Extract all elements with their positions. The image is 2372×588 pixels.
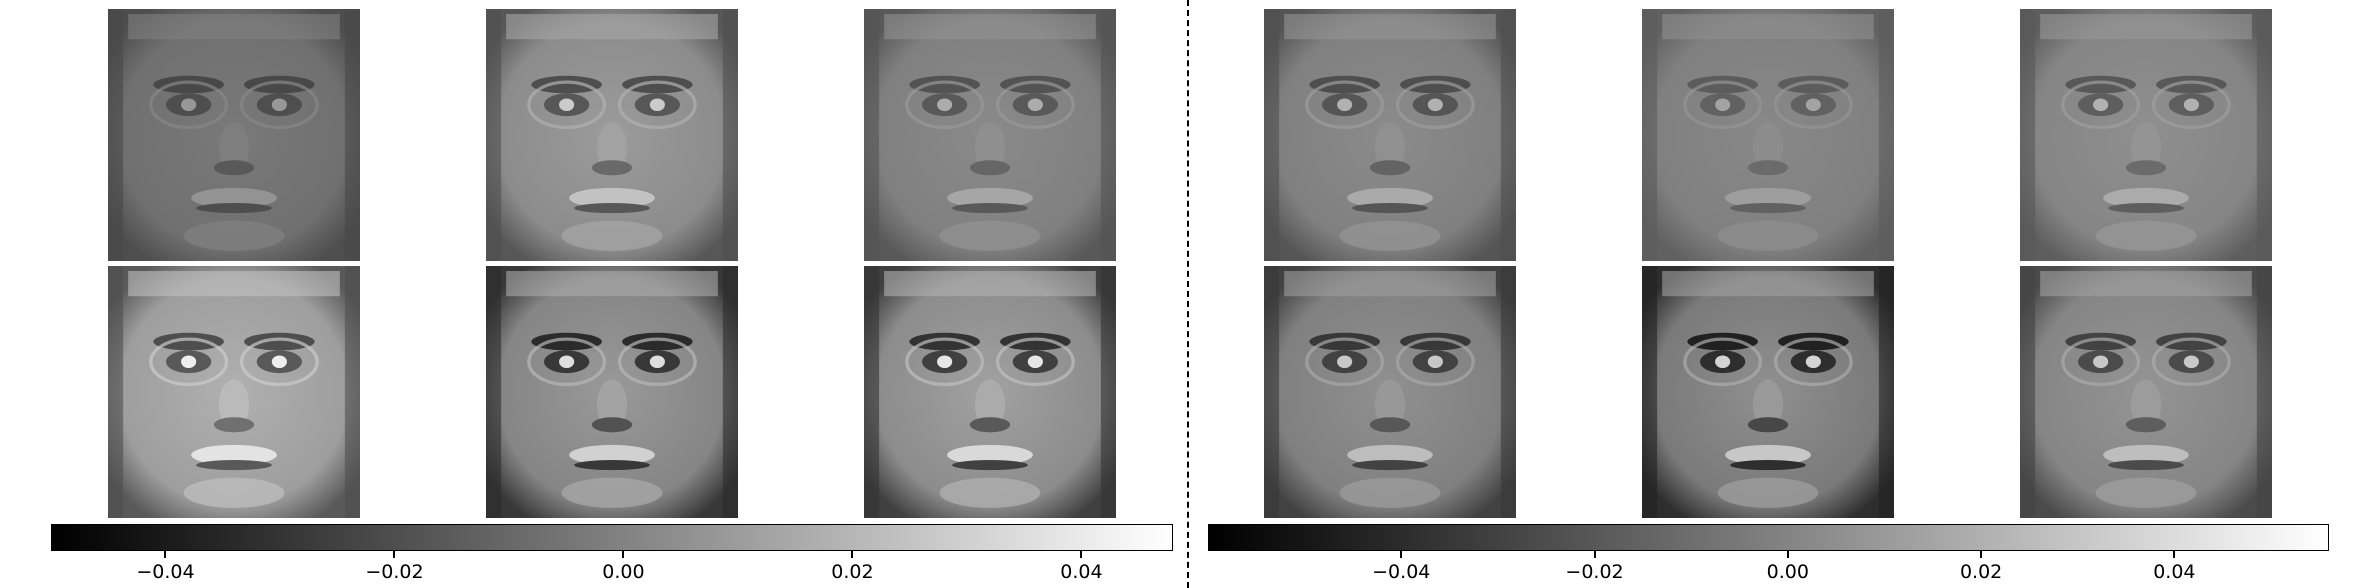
- left-eigenface-panel: −0.04 −0.02 0.00 0.02 0.04: [51, 9, 1173, 583]
- colorbar-tick: [1786, 551, 1789, 558]
- face-drawing: [1264, 266, 1516, 518]
- colorbar-tick: [1080, 551, 1083, 558]
- colorbar-tick-label: 0.00: [602, 561, 645, 583]
- face-drawing: [1642, 9, 1894, 261]
- face-drawing: [2020, 266, 2272, 518]
- eigenface-image: [1642, 9, 1894, 261]
- eigenface-image: [1264, 266, 1516, 518]
- eigenface-image: [864, 266, 1116, 518]
- eigenface-image: [486, 9, 738, 261]
- colorbar-tick: [2173, 551, 2176, 558]
- eigenface-image: [1264, 9, 1516, 261]
- eigenface-image: [1642, 266, 1894, 518]
- eigenface-image: [2020, 9, 2272, 261]
- colorbar-tick-label: 0.00: [1766, 561, 1809, 583]
- colorbar-tick: [622, 551, 625, 558]
- colorbar-tick-label: 0.02: [831, 561, 874, 583]
- face-drawing: [1264, 9, 1516, 261]
- colorbar-tick: [1400, 551, 1403, 558]
- colorbar: [51, 524, 1173, 551]
- panel-divider: [1187, 0, 1189, 588]
- colorbar-tick-label: 0.04: [2153, 561, 2196, 583]
- colorbar-tick-label: −0.02: [1565, 561, 1624, 583]
- colorbar-tick: [393, 551, 396, 558]
- colorbar-tick: [1980, 551, 1983, 558]
- colorbar-tick: [164, 551, 167, 558]
- face-drawing: [486, 266, 738, 518]
- face-drawing: [486, 9, 738, 261]
- face-drawing: [864, 266, 1116, 518]
- colorbar-tick-label: −0.02: [365, 561, 424, 583]
- face-drawing: [1642, 266, 1894, 518]
- colorbar-tick-label: −0.04: [1372, 561, 1431, 583]
- colorbar-tick: [851, 551, 854, 558]
- face-drawing: [2020, 9, 2272, 261]
- eigenface-image: [2020, 266, 2272, 518]
- face-drawing: [108, 266, 360, 518]
- eigenface-image: [108, 266, 360, 518]
- colorbar-tick-label: 0.02: [1959, 561, 2003, 583]
- face-drawing: [864, 9, 1116, 261]
- colorbar-tick-label: 0.04: [1060, 561, 1103, 583]
- eigenface-image: [864, 9, 1116, 261]
- colorbar-tick: [1593, 551, 1596, 558]
- eigenface-image: [108, 9, 360, 261]
- face-drawing: [108, 9, 360, 261]
- colorbar: [1208, 524, 2329, 551]
- eigenface-image: [486, 266, 738, 518]
- colorbar-tick-label: −0.04: [136, 561, 195, 583]
